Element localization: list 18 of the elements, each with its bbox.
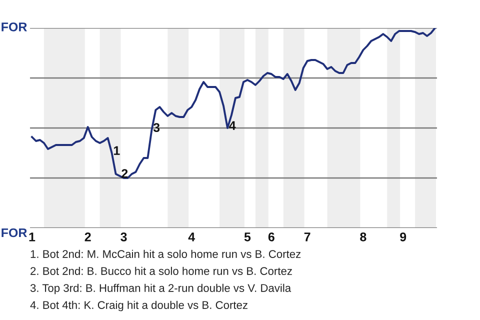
text: 2. Bot 2nd: B. Bucco hit a solo home run vs B. Cortez [30,266,292,275]
x-tick-label: 1 [29,232,36,242]
text: 4. Bot 4th: K. Craig hit a double vs B. Cortez [30,300,248,312]
x-tick-label: 7 [304,232,310,242]
x-tick-label: 8 [360,232,366,242]
annotation: 1 [114,146,120,155]
annotation: 4 [229,121,236,130]
x-tick-label: 5 [244,232,251,242]
annotation: 2 [122,169,128,178]
x-tick-label: 2 [84,232,91,242]
x-tick-label: 9 [400,232,406,242]
text: 3. Top 3rd: B. Huffman hit a 2-run double vs V. Davila [30,284,292,294]
text: 1. Bot 2nd: M. McCain hit a solo home run vs B. Cortez [30,250,301,258]
ref-line-label: FOR [2,228,27,238]
x-tick-label: 4 [188,232,196,242]
ref-line-label: FOR [2,22,27,32]
x-tick-label: 6 [268,232,274,242]
x-tick-label: 3 [120,232,127,242]
